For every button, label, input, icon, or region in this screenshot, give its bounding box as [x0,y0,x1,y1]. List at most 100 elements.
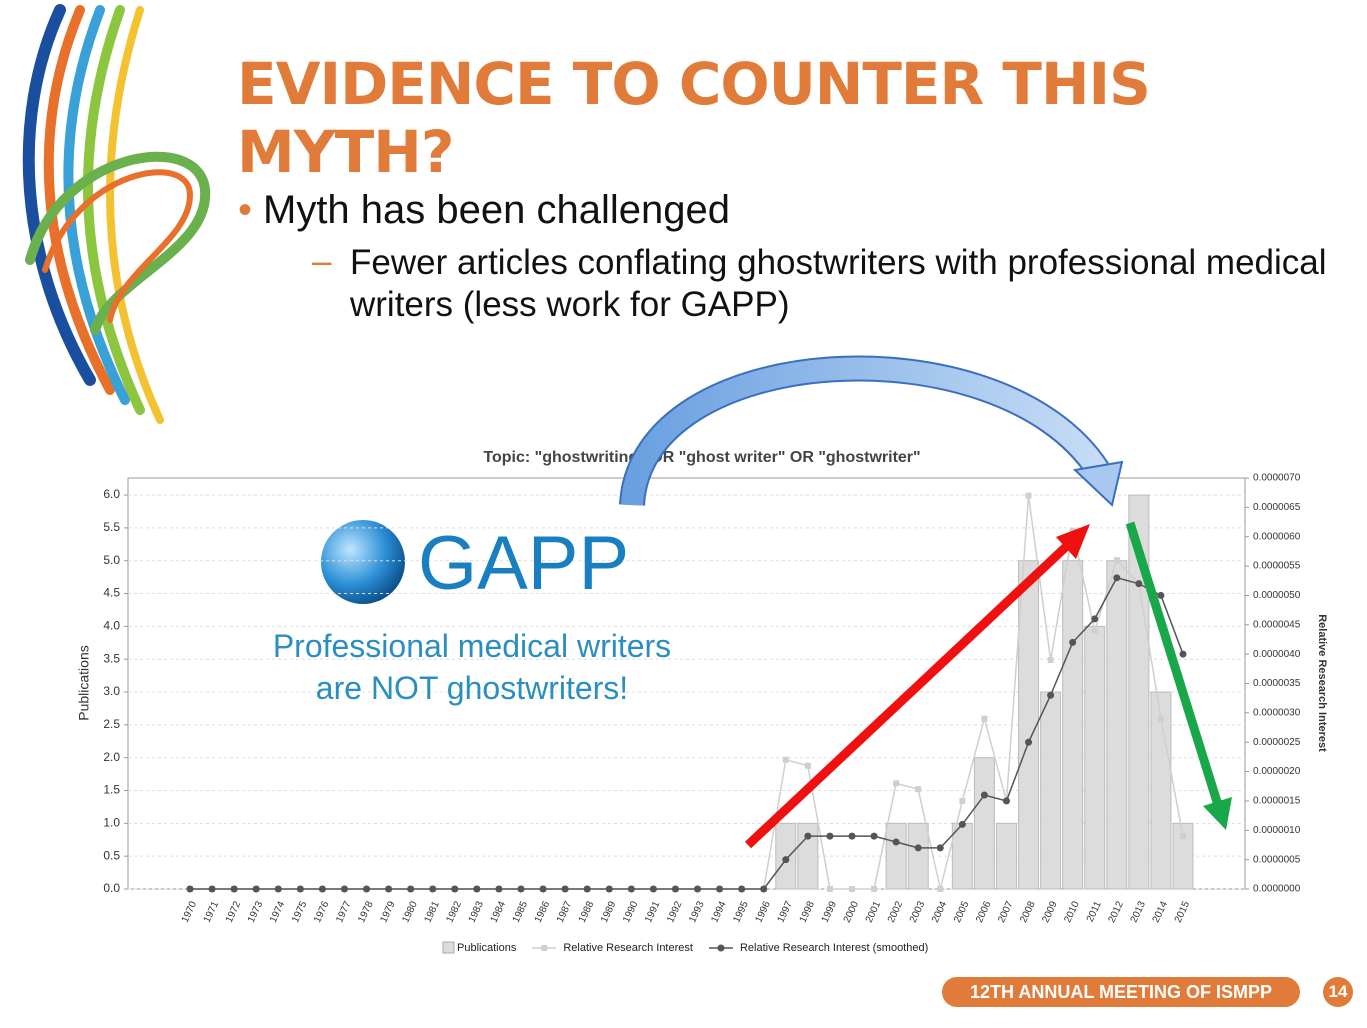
x-tick-label: 1971 [202,899,222,924]
y-tick-label: 4.5 [103,586,120,600]
marker [694,886,701,893]
x-tick-label: 2008 [1018,899,1038,924]
footer: 12TH ANNUAL MEETING OF ISMPP [942,977,1300,1007]
x-tick-label: 2015 [1173,899,1193,924]
x-tick-label: 2001 [864,899,884,924]
callout-line: are NOT ghostwriters! [222,667,722,709]
logo-text: GAPP [418,520,629,607]
marker [760,886,767,893]
marker [672,886,679,893]
marker [187,886,194,893]
y2-tick-label: 0.0000035 [1253,678,1301,689]
marker [473,886,480,893]
x-tick-label: 1986 [533,899,553,924]
x-tick-label: 1990 [621,899,641,924]
legend-label: Relative Research Interest [563,942,693,954]
marker [1180,651,1187,658]
marker [893,839,900,846]
x-tick-label: 1974 [268,899,288,924]
y-tick-label: 1.5 [103,783,120,797]
marker [275,886,282,893]
marker [231,886,238,893]
y-tick-label: 0.0 [103,881,120,895]
marker [1003,797,1010,804]
x-tick-label: 1984 [489,899,509,924]
x-tick-label: 2011 [1085,899,1104,924]
x-tick-label: 1996 [753,899,773,924]
x-tick-label: 2004 [930,899,950,924]
marker [1091,615,1098,622]
globe-icon [321,520,405,604]
marker [915,844,922,851]
marker [959,798,965,804]
x-tick-label: 2010 [1062,899,1082,924]
y-tick-label: 0.5 [103,848,120,862]
sub-bullet-dash: – [312,242,331,282]
x-tick-label: 1972 [224,899,244,924]
x-tick-label: 1973 [246,899,266,924]
marker [584,886,591,893]
x-tick-label: 1991 [643,899,663,924]
y2-tick-label: 0.0000065 [1253,502,1301,513]
marker [628,886,635,893]
x-tick-label: 2003 [908,899,928,924]
y2-tick-label: 0.0000025 [1253,737,1301,748]
marker [937,844,944,851]
y2-tick-label: 0.0000020 [1253,766,1301,777]
bullet-dot: • [238,188,252,233]
marker [319,886,326,893]
x-tick-label: 2013 [1129,899,1149,924]
marker [937,886,943,892]
callout-line: Professional medical writers [222,625,722,667]
marker [849,886,855,892]
x-tick-label: 1982 [445,899,465,924]
marker [849,833,856,840]
marker [650,886,657,893]
swirl-decoration [29,10,205,420]
x-tick-label: 1977 [334,899,354,924]
x-tick-label: 1970 [180,899,200,924]
legend-label: Relative Research Interest (smoothed) [740,942,928,954]
y-tick-label: 1.0 [103,816,120,830]
marker [495,886,502,893]
bar [1041,692,1061,889]
y-tick-label: 2.5 [103,717,120,731]
y2-tick-label: 0.0000045 [1253,619,1301,630]
marker [827,886,833,892]
marker [253,886,260,893]
marker [518,886,525,893]
y-tick-label: 3.5 [103,651,120,665]
marker [606,886,613,893]
x-tick-label: 1985 [511,899,531,924]
x-tick-label: 1978 [356,899,376,924]
x-tick-label: 2002 [886,899,906,924]
marker [804,833,811,840]
marker [738,886,745,893]
marker [209,886,216,893]
marker [297,886,304,893]
y2-tick-label: 0.0000005 [1253,854,1301,865]
marker [1048,657,1054,663]
bar [974,758,994,889]
marker [1113,574,1120,581]
y2-tick-label: 0.0000040 [1253,649,1301,660]
x-tick-label: 1997 [776,899,796,924]
marker [341,886,348,893]
x-tick-label: 1987 [555,899,575,924]
marker [1026,493,1032,499]
x-tick-label: 2005 [952,899,972,924]
x-tick-label: 2012 [1107,899,1127,924]
x-tick-label: 1980 [400,899,420,924]
y2-axis-title: Relative Research Interest [1316,614,1328,752]
y-tick-label: 4.0 [103,619,120,633]
page-number: 14 [1323,977,1353,1007]
y-tick-label: 2.0 [103,750,120,764]
bar [1019,561,1039,889]
marker [407,886,414,893]
marker [805,763,811,769]
bar [952,823,972,889]
y2-tick-label: 0.0000060 [1253,531,1301,542]
marker [981,716,987,722]
x-tick-label: 1994 [709,899,729,924]
y2-tick-label: 0.0000050 [1253,590,1301,601]
